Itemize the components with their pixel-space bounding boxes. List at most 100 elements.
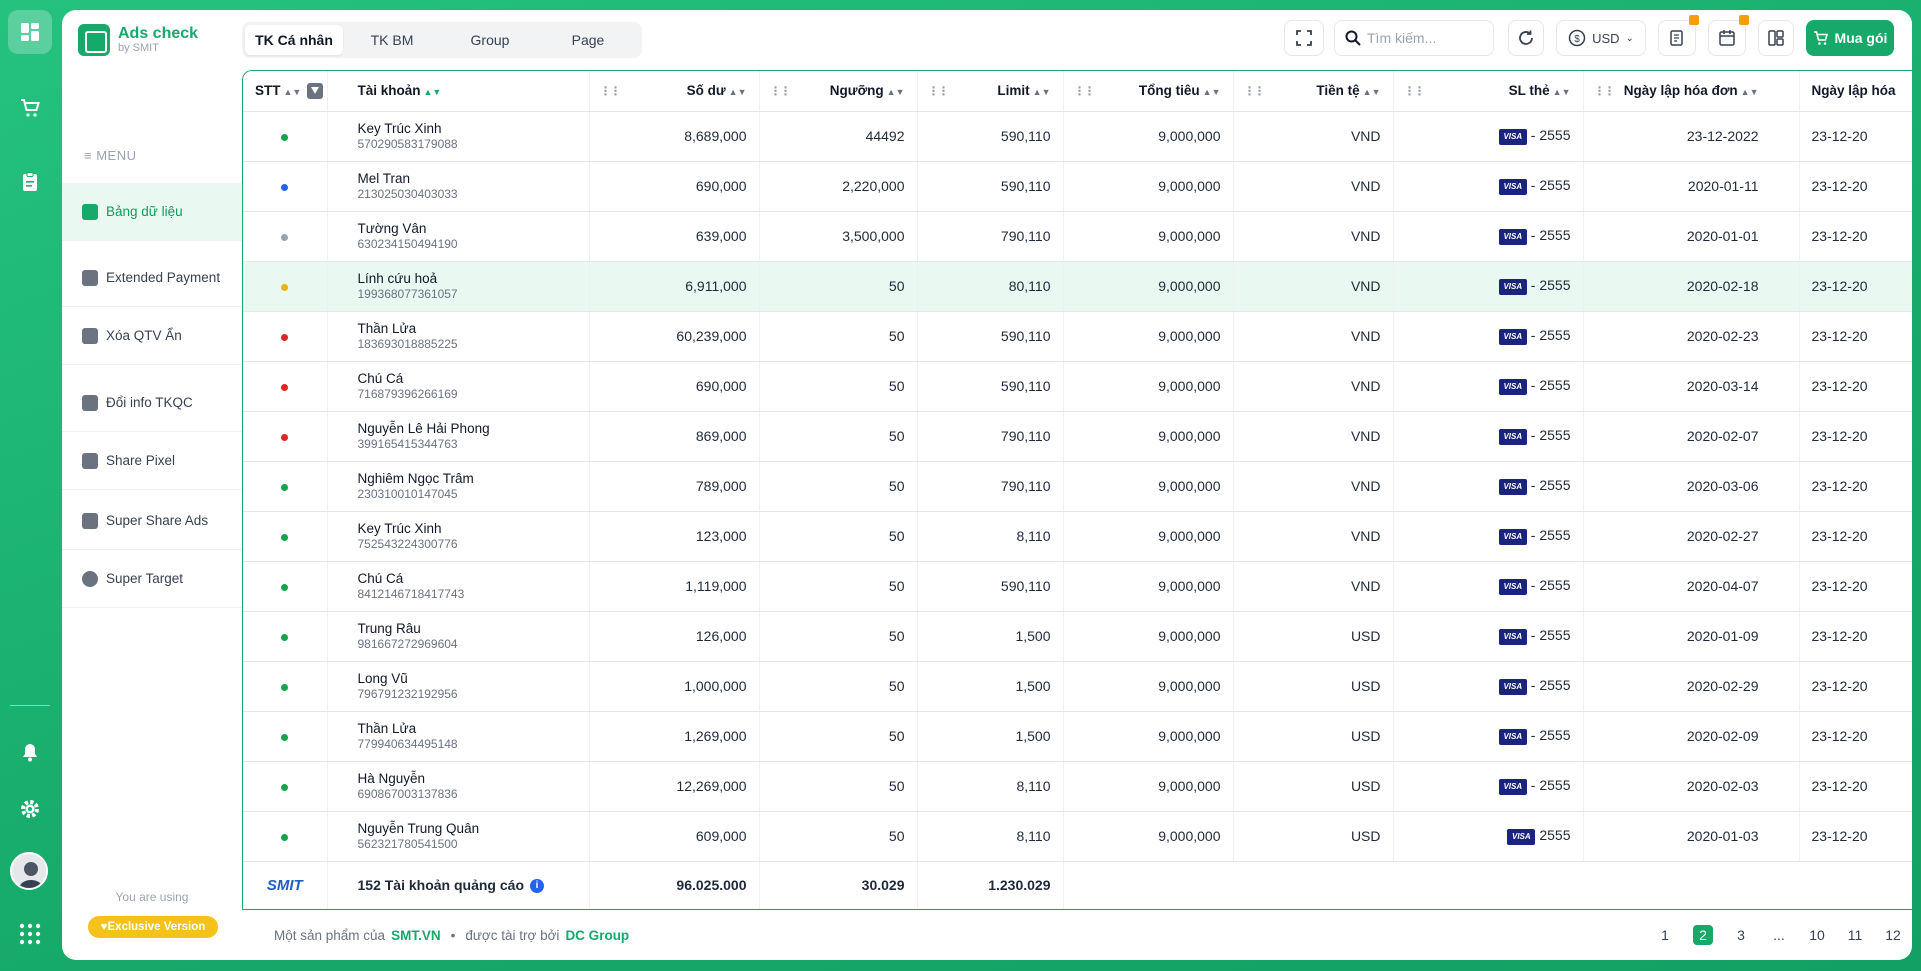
- account-cell[interactable]: Thần Lửa 779940634495148: [327, 711, 590, 762]
- currency-cell: USD: [1233, 711, 1394, 762]
- table-row[interactable]: Thần Lửa 183693018885225 60,239,000 50 590,1…: [243, 311, 1912, 362]
- limit-cell: 1,500: [917, 711, 1064, 762]
- table-row[interactable]: Nguyễn Trung Quân 562321780541500 609,000 5…: [243, 811, 1912, 862]
- invoice-button[interactable]: [1658, 15, 1699, 56]
- col-currency[interactable]: ⋮⋮ Tiền tệ ▲▼: [1233, 71, 1394, 112]
- table-row[interactable]: Thần Lửa 779940634495148 1,269,000 50 1,500 9…: [243, 711, 1912, 762]
- table-row[interactable]: Trung Râu 981667272969604 126,000 50 1,500 9,…: [243, 611, 1912, 662]
- account-cell[interactable]: Nguyễn Lê Hải Phong 399165415344763: [327, 411, 590, 462]
- tab-bm[interactable]: TK BM: [370, 32, 414, 48]
- layout-button[interactable]: [1758, 20, 1794, 56]
- page-10-button[interactable]: 10: [1809, 927, 1825, 943]
- page-1-button[interactable]: 1: [1661, 927, 1669, 943]
- bullet-separator: •: [450, 927, 456, 943]
- sidebar-item-remove-hidden-admin[interactable]: Xóa QTV Ẩn: [62, 307, 242, 365]
- account-cell[interactable]: Chú Cá 716879396266169: [327, 361, 590, 412]
- search-input[interactable]: [1367, 30, 1487, 46]
- drag-handle-icon[interactable]: ⋮⋮: [927, 84, 950, 98]
- sponsor-link[interactable]: DC Group: [565, 927, 630, 943]
- share-icon: [82, 512, 98, 529]
- page-12-button[interactable]: 12: [1885, 927, 1901, 943]
- filter-icon[interactable]: [307, 82, 324, 99]
- col-card-count[interactable]: ⋮⋮ SL thẻ ▲▼: [1393, 71, 1584, 112]
- col-stt[interactable]: STT ▲▼: [243, 71, 328, 112]
- account-cell[interactable]: Trung Râu 981667272969604: [327, 611, 590, 662]
- account-cell[interactable]: Key Trúc Xinh 570290583179088: [327, 111, 590, 162]
- col-balance[interactable]: ⋮⋮ Số dư ▲▼: [589, 71, 760, 112]
- limit-cell: 790,110: [917, 461, 1064, 512]
- drag-handle-icon[interactable]: ⋮⋮: [769, 84, 792, 98]
- col-invoice-date-2[interactable]: Ngày lập hóa: [1799, 71, 1912, 112]
- page-2-button[interactable]: 2: [1684, 924, 1722, 946]
- tab-page[interactable]: Page: [571, 32, 605, 48]
- account-id: 213025030403033: [357, 186, 458, 201]
- table-row[interactable]: Chú Cá 716879396266169 690,000 50 590,110 9,0…: [243, 361, 1912, 412]
- account-cell[interactable]: Hà Nguyễn 690867003137836: [327, 761, 590, 812]
- buy-plan-button[interactable]: Mua gói: [1806, 20, 1894, 56]
- invoice-date-2-cell: 23-12-20: [1799, 611, 1912, 662]
- account-cell[interactable]: Nghiêm Ngọc Trâm 230310010147045: [327, 461, 590, 512]
- table-row[interactable]: Mel Tran 213025030403033 690,000 2,220,000 5…: [243, 161, 1912, 212]
- account-cell[interactable]: Lính cứu hoả 199368077361057: [327, 261, 590, 312]
- table-row[interactable]: Tường Vân 630234150494190 639,000 3,500,000…: [243, 211, 1912, 262]
- account-cell[interactable]: Thần Lửa 183693018885225: [327, 311, 590, 362]
- table-row[interactable]: Lính cứu hoả 199368077361057 6,911,000 50 80…: [243, 261, 1912, 312]
- company-link[interactable]: SMT.VN: [391, 927, 441, 943]
- table-row[interactable]: Chú Cá 8412146718417743 1,119,000 50 590,110…: [243, 561, 1912, 612]
- table-row[interactable]: Hà Nguyễn 690867003137836 12,269,000 50 8,11…: [243, 761, 1912, 812]
- sidebar-item-super-share-ads[interactable]: Super Share Ads: [62, 492, 242, 550]
- bell-icon[interactable]: [8, 730, 52, 774]
- clipboard-icon[interactable]: [8, 160, 52, 204]
- drag-handle-icon[interactable]: ⋮⋮: [1073, 84, 1096, 98]
- currency-select[interactable]: $ USD ⌄: [1556, 20, 1646, 56]
- cart-icon[interactable]: [8, 86, 52, 130]
- account-name: Key Trúc Xinh: [357, 120, 442, 136]
- account-name: Chú Cá: [357, 370, 404, 386]
- table-row[interactable]: Long Vũ 796791232192956 1,000,000 50 1,500 9,…: [243, 661, 1912, 712]
- fullscreen-button[interactable]: [1284, 20, 1324, 56]
- col-limit[interactable]: ⋮⋮ Limit ▲▼: [917, 71, 1064, 112]
- tab-group[interactable]: Group: [470, 32, 510, 48]
- account-cell[interactable]: Long Vũ 796791232192956: [327, 661, 590, 712]
- page-3-button[interactable]: 3: [1737, 927, 1745, 943]
- col-account[interactable]: Tài khoản ▲▼: [327, 71, 590, 112]
- page-11-button[interactable]: 11: [1847, 927, 1863, 943]
- gear-icon[interactable]: [8, 787, 52, 831]
- sidebar-item-change-info[interactable]: Đổi info TKQC: [62, 374, 242, 432]
- drag-handle-icon[interactable]: ⋮⋮: [1403, 84, 1426, 98]
- info-icon[interactable]: i: [530, 879, 544, 894]
- search-box[interactable]: [1334, 20, 1494, 56]
- tab-personal[interactable]: TK Cá nhân: [245, 25, 343, 55]
- calendar-button[interactable]: [1708, 15, 1749, 56]
- refresh-button[interactable]: [1508, 20, 1544, 56]
- account-cell[interactable]: Nguyễn Trung Quân 562321780541500: [327, 811, 590, 862]
- avatar[interactable]: [10, 852, 48, 890]
- status-cell: [243, 611, 328, 662]
- col-total-spend[interactable]: ⋮⋮ Tổng tiêu ▲▼: [1063, 71, 1234, 112]
- drag-handle-icon[interactable]: ⋮⋮: [1243, 84, 1266, 98]
- drag-handle-icon[interactable]: ⋮⋮: [599, 84, 622, 98]
- account-cell[interactable]: Tường Vân 630234150494190: [327, 211, 590, 262]
- sidebar-item-data-table[interactable]: Bảng dữ liệu: [62, 183, 242, 241]
- account-cell[interactable]: Mel Tran 213025030403033: [327, 161, 590, 212]
- table-row[interactable]: Nghiêm Ngọc Trâm 230310010147045 789,000 50…: [243, 461, 1912, 512]
- sidebar-item-extended-payment[interactable]: Extended Payment: [62, 249, 242, 307]
- dashboard-icon[interactable]: [8, 10, 52, 54]
- table-row[interactable]: Key Trúc Xinh 752543224300776 123,000 50 8,1…: [243, 511, 1912, 562]
- drag-handle-icon[interactable]: ⋮⋮: [1593, 84, 1616, 98]
- account-cell[interactable]: Key Trúc Xinh 752543224300776: [327, 511, 590, 562]
- table-row[interactable]: Key Trúc Xinh 570290583179088 8,689,000 444…: [243, 111, 1912, 162]
- col-threshold[interactable]: ⋮⋮ Ngưỡng ▲▼: [759, 71, 918, 112]
- exclusive-version-badge[interactable]: ♥ Exclusive Version: [88, 916, 218, 938]
- table-row[interactable]: Nguyễn Lê Hải Phong 399165415344763 869,00…: [243, 411, 1912, 462]
- app-logo[interactable]: Ads check by SMIT: [78, 24, 198, 56]
- spend-cell: 9,000,000: [1063, 411, 1234, 462]
- threshold-cell: 50: [759, 311, 918, 362]
- col-invoice-date[interactable]: ⋮⋮ Ngày lập hóa đơn ▲▼: [1583, 71, 1800, 112]
- sidebar-item-super-target[interactable]: Super Target: [62, 550, 242, 608]
- balance-cell: 123,000: [589, 511, 760, 562]
- apps-grid-icon[interactable]: [8, 912, 52, 956]
- sidebar-item-share-pixel[interactable]: Share Pixel: [62, 432, 242, 490]
- account-cell[interactable]: Chú Cá 8412146718417743: [327, 561, 590, 612]
- card-cell: VISA - 2555: [1393, 411, 1584, 462]
